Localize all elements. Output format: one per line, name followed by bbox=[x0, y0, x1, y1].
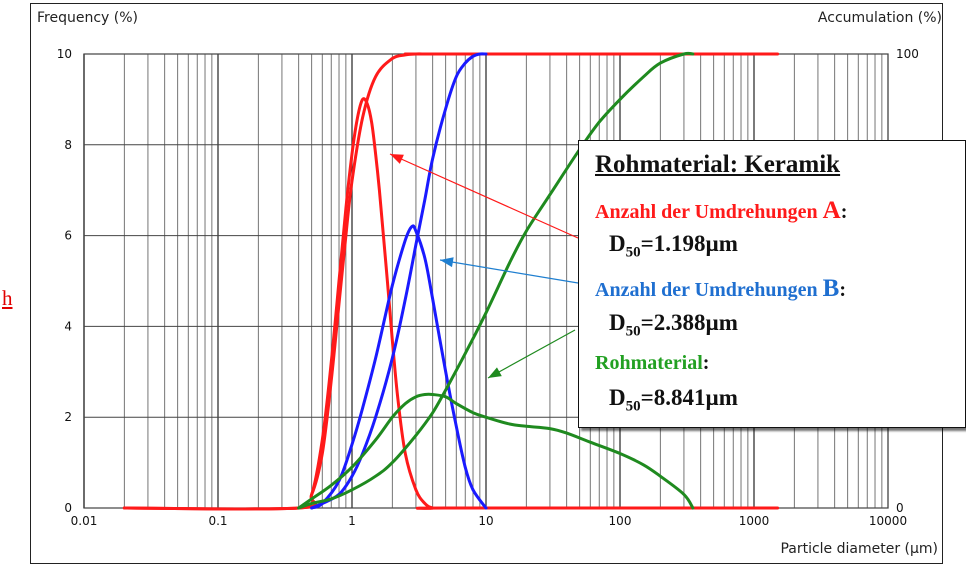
legend-a-d50-sub: 50 bbox=[625, 244, 641, 261]
y-left-tick-label: 4 bbox=[64, 319, 72, 333]
series-line-A-frequency bbox=[122, 97, 780, 511]
legend-b-prefix: Anzahl der Umdrehungen bbox=[595, 279, 823, 301]
legend-a-colon: : bbox=[840, 201, 848, 223]
x-tick-label: 10000 bbox=[869, 514, 907, 528]
series-line-B-accumulation bbox=[310, 52, 488, 510]
legend-b-colon: : bbox=[839, 279, 846, 301]
annotation-arrowhead-A bbox=[390, 154, 404, 164]
annotation-arrowhead-raw bbox=[488, 367, 502, 378]
x-tick-label: 0.01 bbox=[71, 514, 98, 528]
legend-b-d50-value: =2.388µm bbox=[640, 310, 738, 335]
legend-raw-name: Rohmaterial bbox=[595, 352, 703, 374]
y-left-tick-label: 0 bbox=[64, 501, 72, 515]
annotation-arrow-B bbox=[439, 259, 579, 284]
legend-a-prefix: Anzahl der Umdrehungen bbox=[595, 201, 823, 223]
y-right-tick-label: 100 bbox=[896, 47, 919, 61]
stray-text: h bbox=[2, 286, 13, 310]
legend-a-d50-sym: D bbox=[609, 231, 626, 256]
legend-a-key: A bbox=[822, 197, 841, 224]
annotation-arrow-A bbox=[389, 153, 579, 239]
series-line-A-accumulation bbox=[122, 52, 780, 511]
legend-raw-d50-sym: D bbox=[609, 385, 626, 410]
x-tick-label: 10 bbox=[478, 514, 493, 528]
annotation-arrowhead-B bbox=[440, 257, 454, 268]
legend-raw-d50-value: =8.841µm bbox=[640, 385, 738, 410]
legend-b-key: B bbox=[822, 275, 840, 302]
series-line-B-frequency bbox=[310, 224, 488, 510]
y-right-axis-label: Accumulation (%) bbox=[817, 10, 942, 26]
legend-b-d50: D50=2.388µm bbox=[609, 310, 738, 341]
legend-raw-colon: : bbox=[702, 352, 710, 374]
legend-box: Rohmaterial: Keramik Anzahl der Umdrehun… bbox=[578, 140, 966, 428]
y-left-axis-label: Frequency (%) bbox=[37, 10, 139, 26]
legend-a-label: Anzahl der Umdrehungen A: bbox=[595, 197, 847, 225]
series-line-raw-accumulation bbox=[297, 51, 695, 510]
y-left-tick-label: 2 bbox=[64, 410, 72, 424]
annotation-arrow-raw bbox=[487, 329, 576, 379]
x-axis-label: Particle diameter (µm) bbox=[780, 541, 938, 557]
legend-b-d50-sym: D bbox=[609, 310, 626, 335]
y-left-tick-label: 10 bbox=[57, 47, 72, 61]
x-tick-label: 1000 bbox=[739, 514, 770, 528]
legend-a-d50: D50=1.198µm bbox=[609, 231, 738, 262]
legend-raw-d50: D50=8.841µm bbox=[609, 385, 738, 416]
y-right-tick-label: 0 bbox=[896, 501, 904, 515]
legend-title: Rohmaterial: Keramik bbox=[595, 151, 841, 178]
x-tick-label: 0.1 bbox=[208, 514, 227, 528]
x-tick-label: 1 bbox=[348, 514, 356, 528]
series-line-raw-frequency bbox=[297, 392, 695, 510]
x-tick-label: 100 bbox=[609, 514, 632, 528]
legend-b-label: Anzahl der Umdrehungen B: bbox=[595, 275, 846, 303]
y-left-tick-label: 6 bbox=[64, 229, 72, 243]
legend-raw-d50-sub: 50 bbox=[625, 398, 641, 415]
legend-a-d50-value: =1.198µm bbox=[640, 231, 738, 256]
legend-b-d50-sub: 50 bbox=[625, 323, 641, 340]
legend-raw-label: Rohmaterial: bbox=[595, 352, 709, 375]
y-left-tick-label: 8 bbox=[64, 138, 72, 152]
